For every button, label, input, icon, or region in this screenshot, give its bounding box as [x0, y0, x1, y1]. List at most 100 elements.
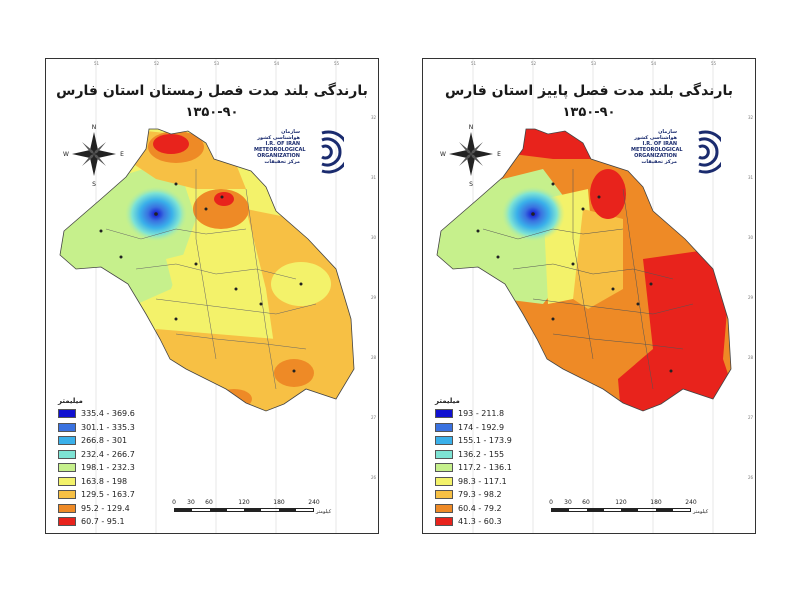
legend-label: 129.5 - 163.7	[81, 490, 135, 500]
legend-item: 41.3 - 60.3	[435, 515, 512, 529]
lat-tick: 27	[748, 415, 754, 420]
legend-swatch	[435, 409, 453, 419]
legend-swatch	[58, 436, 76, 446]
legend-label: 335.4 - 369.6	[81, 409, 135, 419]
legend-swatch	[435, 449, 453, 459]
legend-item: 198.1 - 232.3	[58, 461, 135, 475]
legend-swatch	[58, 490, 76, 500]
legend-label: 79.3 - 98.2	[458, 490, 502, 500]
legend-label: 98.3 - 117.1	[458, 476, 507, 486]
legend-swatch	[435, 490, 453, 500]
winter-map-period: ۱۳۵۰-۹۰	[185, 105, 239, 120]
lat-tick: 29	[371, 295, 377, 300]
lon-tick: 55	[711, 61, 717, 66]
scale-tick: 180	[650, 499, 662, 506]
legend-item: 266.8 - 301	[58, 434, 135, 448]
lon-tick: 52	[531, 61, 537, 66]
autumn-map-canvas: N S E W 51 52 53 54 55 32 31 30 29 28 27…	[436, 59, 754, 533]
scale-tick: 240	[685, 499, 697, 506]
compass-west-label: W	[440, 151, 446, 158]
legend-swatch	[435, 436, 453, 446]
legend-swatch	[435, 517, 453, 527]
scale-tick: 120	[238, 499, 250, 506]
legend-item: 95.2 - 129.4	[58, 502, 135, 516]
compass-south-label: S	[469, 181, 473, 188]
legend-swatch	[435, 463, 453, 473]
legend-item: 193 - 211.8	[435, 407, 512, 421]
scale-unit: کیلومتر	[316, 509, 332, 515]
legend-item: 117.2 - 136.1	[435, 461, 512, 475]
legend-label: 60.7 - 95.1	[81, 517, 125, 527]
lat-tick: 31	[748, 175, 754, 180]
legend-label: 163.8 - 198	[81, 476, 128, 486]
legend-item: 301.1 - 335.3	[58, 421, 135, 435]
scale-tick: 0	[172, 499, 176, 506]
compass-north-label: N	[92, 124, 97, 131]
legend-swatch	[435, 422, 453, 432]
organization-name: سازمان هواشناسی کشور I.R. OF IRAN METEOR…	[254, 129, 306, 165]
scale-tick: 30	[187, 499, 195, 506]
legend-label: 193 - 211.8	[458, 409, 505, 419]
legend-label: 198.1 - 232.3	[81, 463, 135, 473]
lon-tick: 52	[154, 61, 160, 66]
legend-item: 79.3 - 98.2	[435, 488, 512, 502]
autumn-map-title: بارندگی بلند مدت فصل پاییز استان فارس	[444, 83, 733, 99]
legend-title: میلیمتر	[435, 397, 460, 405]
lat-tick: 27	[371, 415, 377, 420]
autumn-map-panel: N S E W 51 52 53 54 55 32 31 30 29 28 27…	[422, 58, 756, 534]
organization-name: سازمان هواشناسی کشور I.R. OF IRAN METEOR…	[631, 129, 683, 165]
lon-tick: 54	[651, 61, 657, 66]
lat-tick: 26	[371, 475, 377, 480]
winter-map-title: بارندگی بلند مدت فصل زمستان استان فارس	[56, 83, 368, 99]
meteorological-organization-logo-icon	[321, 130, 344, 174]
winter-map-panel: N S E W 51 52 53 54 55 32 31 30 29 28 27…	[45, 58, 379, 534]
compass-rose-icon	[449, 132, 493, 176]
lon-tick: 53	[214, 61, 220, 66]
scale-tick: 60	[582, 499, 590, 506]
legend-swatch	[58, 449, 76, 459]
scale-tick: 240	[308, 499, 320, 506]
scale-tick: 120	[615, 499, 627, 506]
legend-item: 232.4 - 266.7	[58, 448, 135, 462]
legend-label: 95.2 - 129.4	[81, 503, 130, 513]
lat-tick: 28	[748, 355, 754, 360]
legend-label: 174 - 192.9	[458, 422, 505, 432]
legend-item: 155.1 - 173.9	[435, 434, 512, 448]
lat-tick: 32	[748, 115, 754, 120]
legend-swatch	[58, 517, 76, 527]
scale-tick: 180	[273, 499, 285, 506]
legend-swatch	[58, 476, 76, 486]
legend-label: 136.2 - 155	[458, 449, 505, 459]
compass-east-label: E	[120, 151, 124, 158]
lon-tick: 51	[94, 61, 100, 66]
lat-tick: 29	[748, 295, 754, 300]
legend-label: 301.1 - 335.3	[81, 422, 135, 432]
legend-swatch	[435, 503, 453, 513]
legend-item: 98.3 - 117.1	[435, 475, 512, 489]
legend-item: 129.5 - 163.7	[58, 488, 135, 502]
legend-label: 155.1 - 173.9	[458, 436, 512, 446]
compass-south-label: S	[92, 181, 96, 188]
lon-tick: 54	[274, 61, 280, 66]
autumn-scale-bar: 0 30 60 120 180 240 کیلومتر	[549, 499, 711, 515]
legend-label: 232.4 - 266.7	[81, 449, 135, 459]
legend-swatch	[58, 463, 76, 473]
winter-map-canvas: N S E W 51 52 53 54 55 32 31 30 29 28 27…	[59, 59, 377, 533]
lat-tick: 28	[371, 355, 377, 360]
scale-unit: کیلومتر	[693, 509, 709, 515]
legend-swatch	[58, 503, 76, 513]
meteorological-organization-logo-icon	[698, 130, 721, 174]
lat-tick: 30	[748, 235, 754, 240]
autumn-map-period: ۱۳۵۰-۹۰	[562, 105, 616, 120]
scale-tick: 30	[564, 499, 572, 506]
compass-rose-icon	[72, 132, 116, 176]
lat-tick: 31	[371, 175, 377, 180]
compass-west-label: W	[63, 151, 69, 158]
autumn-legend: میلیمتر 193 - 211.8 174 - 192.9 155.1 - 17…	[435, 397, 512, 529]
legend-swatch	[435, 476, 453, 486]
lon-tick: 51	[471, 61, 477, 66]
legend-item: 335.4 - 369.6	[58, 407, 135, 421]
lat-tick: 32	[371, 115, 377, 120]
legend-swatch	[58, 409, 76, 419]
lon-tick: 55	[334, 61, 340, 66]
